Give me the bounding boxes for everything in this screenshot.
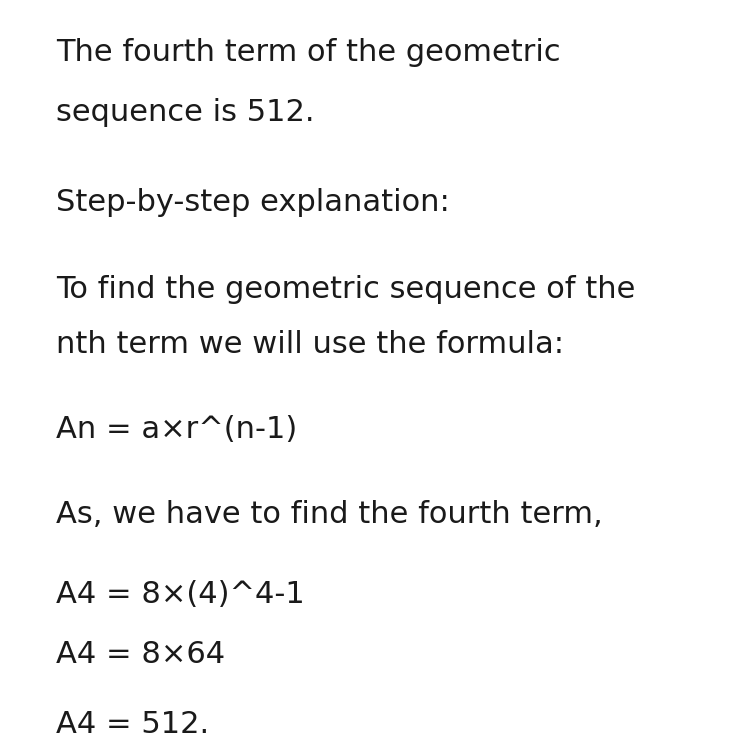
Text: A4 = 8×64: A4 = 8×64 bbox=[56, 640, 225, 669]
Text: A4 = 512.: A4 = 512. bbox=[56, 710, 209, 739]
Text: A4 = 8×(4)^4-1: A4 = 8×(4)^4-1 bbox=[56, 580, 304, 609]
Text: An = a×r^(n-1): An = a×r^(n-1) bbox=[56, 415, 297, 444]
Text: As, we have to find the fourth term,: As, we have to find the fourth term, bbox=[56, 500, 603, 529]
Text: nth term we will use the formula:: nth term we will use the formula: bbox=[56, 330, 564, 359]
Text: Step-by-step explanation:: Step-by-step explanation: bbox=[56, 188, 450, 217]
Text: The fourth term of the geometric: The fourth term of the geometric bbox=[56, 38, 560, 67]
Text: To find the geometric sequence of the: To find the geometric sequence of the bbox=[56, 275, 635, 304]
Text: sequence is 512.: sequence is 512. bbox=[56, 98, 314, 127]
